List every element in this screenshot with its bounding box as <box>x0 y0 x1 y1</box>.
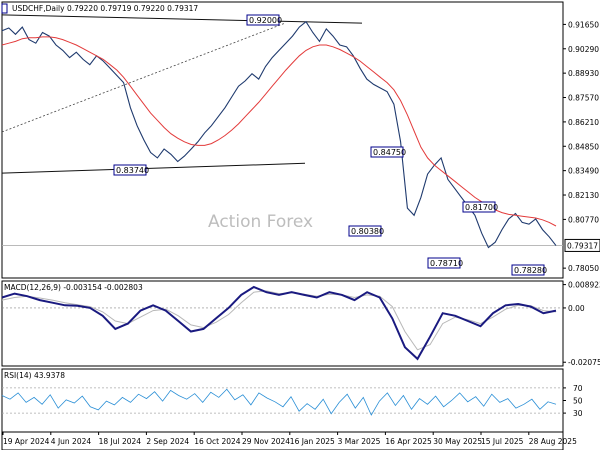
y-tick-label: 0.87570 <box>568 94 599 103</box>
x-tick-label: 29 Nov 2024 <box>242 437 290 446</box>
annotation-label: 0.84750 <box>373 148 406 157</box>
y-tick-label: 0.84850 <box>568 142 599 151</box>
annotation-box <box>462 201 496 213</box>
panel-frame-macd <box>1 280 564 367</box>
y-tick-label: 0.80770 <box>568 215 599 224</box>
last-price-label: 0.79317 <box>567 241 598 250</box>
macd-line <box>1 285 557 361</box>
watermark-text: Action Forex <box>208 212 313 232</box>
y-tick-label: 70 <box>573 384 583 393</box>
annotation-box <box>427 257 461 269</box>
y-tick-label: 0.86210 <box>568 118 599 127</box>
annotation-label: 0.78710 <box>430 259 463 268</box>
y-tick-label: 0.83490 <box>568 167 599 176</box>
x-tick-label: 3 Mar 2025 <box>338 437 381 446</box>
macd-title: MACD(12,26,9) -0.003154 -0.002803 <box>4 283 143 292</box>
annotation-box <box>113 164 147 176</box>
x-tick-label: 28 Aug 2025 <box>529 437 577 446</box>
y-tick-label: 30 <box>573 409 583 418</box>
rsi-title: RSI(14) 43.9378 <box>4 371 65 380</box>
y-tick-label: 50 <box>573 397 583 406</box>
upper-trendline <box>1 14 363 24</box>
annotation-label: 0.78280 <box>514 266 547 275</box>
rsi-line <box>1 388 557 416</box>
y-tick-label: 0.88930 <box>568 69 599 78</box>
y-tick-label: 0.91650 <box>568 20 599 29</box>
x-tick-label: 16 Apr 2025 <box>385 437 432 446</box>
macd-signal-line <box>1 290 557 351</box>
dashed-trendline <box>1 22 286 133</box>
x-tick-label: 19 Apr 2024 <box>3 437 50 446</box>
y-tick-label: 0.90290 <box>568 45 599 54</box>
x-tick-label: 15 Jul 2025 <box>481 437 524 446</box>
price-title: USDCHF,Daily 0.79220 0.79719 0.79220 0.7… <box>12 4 198 13</box>
annotation-label: 0.83740 <box>116 166 149 175</box>
x-tick-label: 16 Oct 2024 <box>194 437 241 446</box>
annotation-box <box>511 264 545 276</box>
annotation-label: 0.80380 <box>351 227 384 236</box>
x-tick-label: 18 Jul 2024 <box>99 437 142 446</box>
annotation-label: 0.92000 <box>249 16 282 25</box>
price-marker-box <box>1 3 8 14</box>
y-tick-label: 0.78050 <box>568 264 599 273</box>
annotation-box <box>348 225 382 237</box>
y-tick-label: 0.82130 <box>568 191 599 200</box>
y-tick-label: 0.00 <box>568 304 585 313</box>
y-tick-label: -0.020759 <box>568 358 600 367</box>
x-tick-label: 4 Jun 2024 <box>51 437 92 446</box>
annotation-label: 0.81700 <box>465 203 498 212</box>
annotation-box <box>246 14 280 26</box>
y-tick-label: 0.008923 <box>568 281 600 290</box>
lower-trendline <box>1 162 306 174</box>
last-price-box <box>564 238 600 252</box>
x-tick-label: 2 Sep 2024 <box>146 437 189 446</box>
x-tick-label: 16 Jan 2025 <box>290 437 335 446</box>
annotation-box <box>370 146 404 158</box>
price-line <box>1 20 557 249</box>
x-axis-frame <box>1 431 564 450</box>
moving-average-line <box>1 36 557 227</box>
panel-frame-price <box>1 1 564 279</box>
x-tick-label: 30 May 2025 <box>433 437 482 446</box>
